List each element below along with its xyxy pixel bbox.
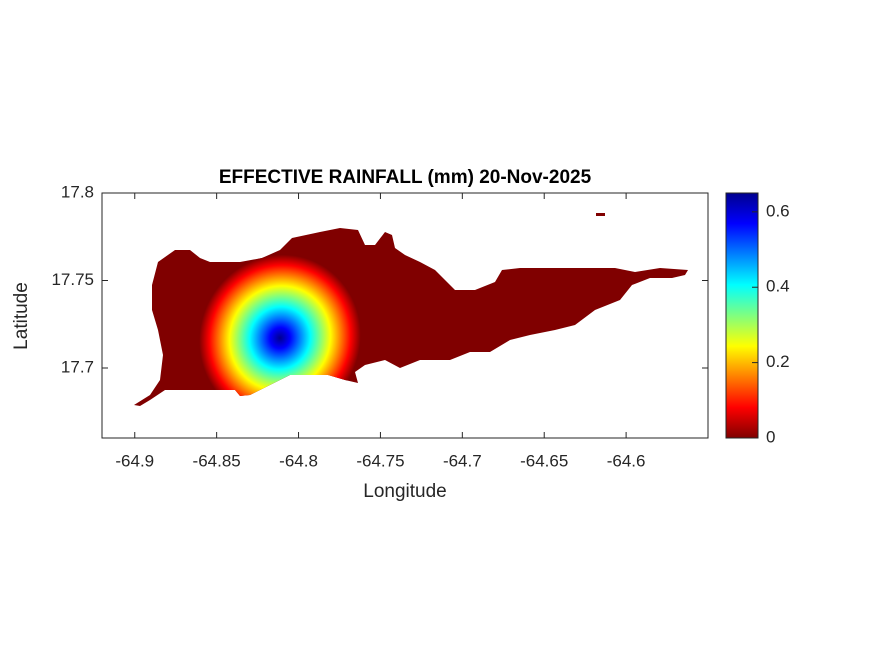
x-axis-label: Longitude — [363, 481, 446, 502]
islet — [596, 213, 605, 216]
chart-title: EFFECTIVE RAINFALL (mm) 20-Nov-2025 — [219, 167, 592, 188]
x-tick-label: -64.7 — [443, 451, 482, 470]
colorbar — [725, 192, 759, 439]
x-tick-label: -64.75 — [356, 451, 404, 470]
colorbar-tick-label: 0.4 — [766, 277, 790, 296]
x-tick-label: -64.8 — [279, 451, 318, 470]
axes-box — [101, 192, 709, 439]
colorbar-tick-label: 0.6 — [766, 201, 790, 220]
y-tick-label: 17.7 — [61, 357, 94, 376]
y-axis-label: Latitude — [11, 282, 32, 350]
x-tick-label: -64.85 — [193, 451, 241, 470]
y-tick-label: 17.75 — [51, 270, 94, 289]
colorbar-tick-label: 0 — [766, 427, 775, 446]
x-tick-label: -64.65 — [520, 451, 568, 470]
colorbar-tick-label: 0.2 — [766, 352, 790, 371]
x-tick-label: -64.6 — [607, 451, 646, 470]
x-tick-label: -64.9 — [115, 451, 154, 470]
y-tick-label: 17.8 — [61, 182, 94, 201]
